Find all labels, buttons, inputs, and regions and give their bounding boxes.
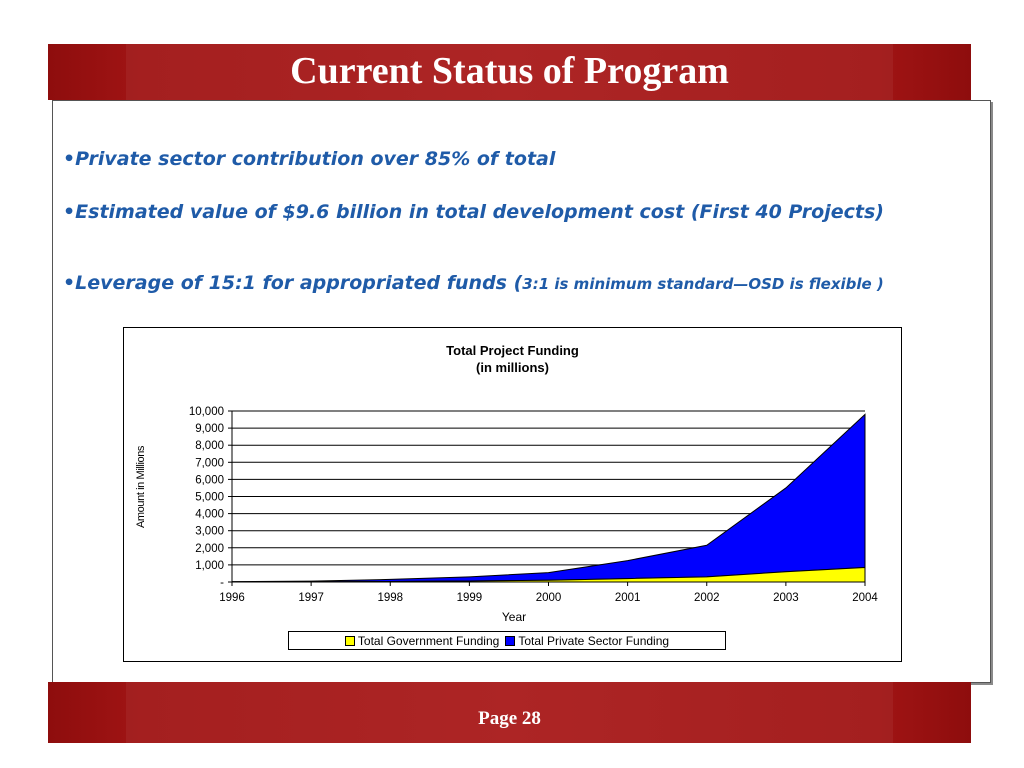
legend-label-private: Total Private Sector Funding (518, 633, 670, 648)
x-tick-label: 1997 (298, 592, 324, 604)
y-tick-label: 7,000 (195, 457, 224, 469)
y-tick-label: 9,000 (195, 423, 224, 435)
footer-band: Page 28 (48, 682, 971, 743)
x-tick-label: 2001 (615, 592, 641, 604)
x-tick-label: 2004 (852, 592, 878, 604)
chart-legend: Total Government Funding Total Private S… (288, 631, 726, 650)
x-tick-label: 2003 (773, 592, 799, 604)
y-tick-label: - (220, 577, 224, 589)
bullet-note: 3:1 is minimum standard—OSD is flexible … (522, 275, 884, 293)
chart-plot: - 1,000 2,000 3,000 4,000 5,000 6,000 7,000 8,00… (189, 406, 879, 604)
y-tick-label: 10,000 (189, 406, 224, 418)
y-tick-label: 8,000 (195, 440, 224, 452)
legend-label-government: Total Government Funding (357, 633, 500, 648)
legend-item-private: Total Private Sector Funding (505, 634, 669, 648)
y-tick-label: 6,000 (195, 474, 224, 486)
x-tick-label: 2000 (536, 592, 562, 604)
title-band: Current Status of Program (48, 44, 971, 100)
chart-title: Total Project Funding (in millions) (124, 342, 901, 376)
x-tick-label: 1999 (457, 592, 483, 604)
y-tick-label: 3,000 (195, 526, 224, 538)
bullet-symbol: • (63, 201, 76, 223)
bullet-text: Private sector contribution over 85% of … (75, 148, 556, 170)
x-tick-label: 2002 (694, 592, 720, 604)
bullet-symbol: • (63, 148, 76, 170)
bullet-private-sector: •Private sector contribution over 85% of… (63, 148, 980, 170)
x-tick-label: 1998 (377, 592, 403, 604)
slide-title: Current Status of Program (290, 50, 729, 92)
y-axis-label-text: Amount in Millions (135, 445, 147, 529)
x-tick-label: 1996 (219, 592, 245, 604)
legend-swatch-government (344, 635, 355, 646)
x-axis-label: Year (501, 610, 527, 624)
bullet-text: Leverage of 15:1 for appropriated funds … (75, 272, 523, 294)
chart-subtitle: (in millions) (476, 360, 549, 375)
legend-swatch-private (505, 635, 516, 646)
area-private-sector (231, 413, 866, 583)
bullet-symbol: • (63, 272, 76, 294)
content-panel: •Private sector contribution over 85% of… (52, 100, 991, 683)
y-tick-label: 1,000 (195, 560, 224, 572)
bullet-text: Estimated value of $9.6 billion in total… (75, 201, 884, 223)
legend-item-government: Total Government Funding (344, 633, 500, 648)
page-number: Page 28 (478, 708, 541, 729)
chart-title-main: Total Project Funding (446, 343, 579, 358)
funding-chart: - 1,000 2,000 3,000 4,000 5,000 6,000 7,000 8,00… (123, 327, 902, 662)
y-tick-label: 2,000 (195, 543, 224, 555)
y-tick-label: 4,000 (195, 509, 224, 521)
bullet-leverage: •Leverage of 15:1 for appropriated funds… (63, 272, 980, 294)
bullet-estimated-value: •Estimated value of $9.6 billion in tota… (63, 201, 980, 223)
y-tick-label: 5,000 (195, 492, 224, 504)
y-axis-label: Amount in Millions (131, 432, 151, 542)
